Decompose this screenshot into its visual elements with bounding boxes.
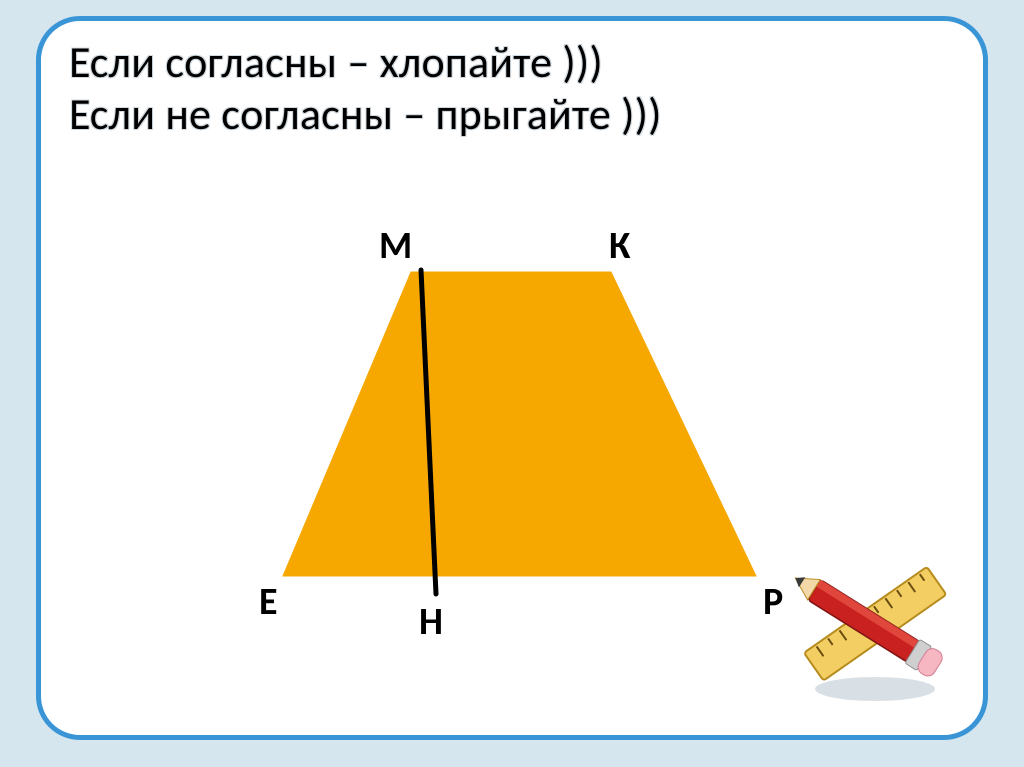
vertex-label-m: М: [379, 223, 412, 269]
heading-line-2: Если не согласны – прыгайте ))): [69, 89, 662, 141]
vertex-label-p: Р: [763, 579, 783, 625]
heading-line-1: Если согласны – хлопайте ))): [69, 37, 662, 89]
heading: Если согласны – хлопайте ))) Если не сог…: [69, 37, 662, 141]
trapezoid-diagram: М К Е Н Р: [211, 216, 831, 656]
trapezoid-svg: М К Е Н Р: [211, 216, 831, 656]
pencil-and-ruler-icon: [787, 539, 955, 707]
clipart-shadow: [815, 677, 935, 701]
vertex-label-e: Е: [259, 579, 278, 625]
card: Если согласны – хлопайте ))) Если не сог…: [36, 16, 988, 740]
slide: Если согласны – хлопайте ))) Если не сог…: [0, 0, 1024, 767]
trapezoid-shape: [283, 272, 756, 576]
vertex-label-h: Н: [419, 599, 443, 645]
vertex-label-k: К: [609, 223, 631, 269]
